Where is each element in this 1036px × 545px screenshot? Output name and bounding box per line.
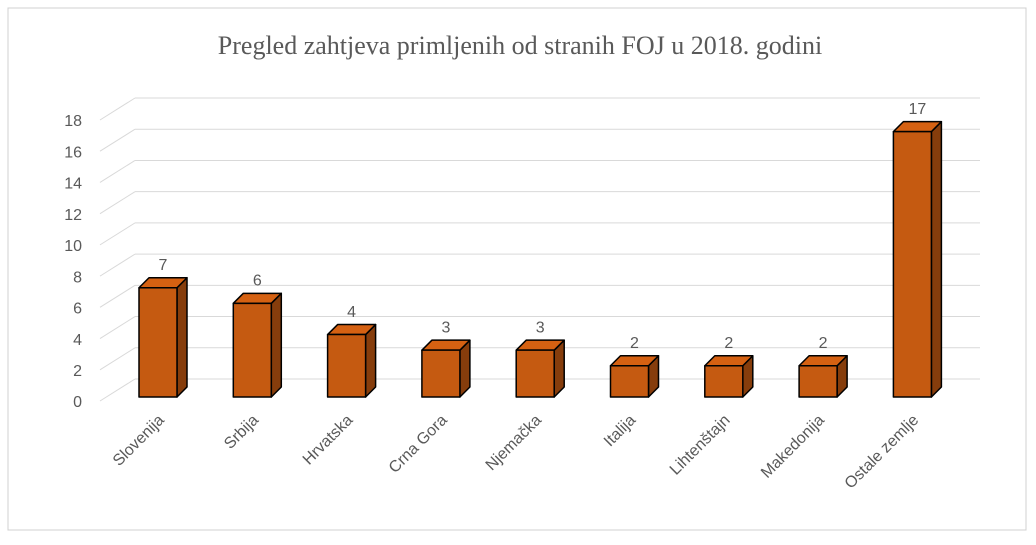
bar <box>515 339 565 398</box>
value-label: 2 <box>819 335 828 352</box>
y-tick-label: 14 <box>64 176 82 193</box>
chart-title: Pregled zahtjeva primljenih od stranih F… <box>218 31 822 60</box>
y-tick-label: 10 <box>64 238 82 255</box>
value-label: 2 <box>630 335 639 352</box>
grid-line <box>99 284 136 308</box>
bar <box>138 276 188 398</box>
y-tick-label: 6 <box>73 301 82 318</box>
bar-front <box>421 349 461 398</box>
value-label: 7 <box>159 257 168 274</box>
bar-side <box>364 323 377 398</box>
grid-line <box>99 222 136 246</box>
grid-line <box>99 316 136 339</box>
value-label: 17 <box>909 101 927 118</box>
value-label: 4 <box>347 304 356 321</box>
chart-frame <box>7 7 1027 531</box>
bar-front <box>232 302 273 398</box>
value-label: 3 <box>536 319 545 336</box>
bar <box>892 120 943 398</box>
bar <box>704 355 754 398</box>
value-label: 2 <box>724 335 733 352</box>
y-tick-label: 8 <box>73 269 82 286</box>
y-tick-label: 4 <box>73 332 82 349</box>
bar-front <box>704 365 744 398</box>
bar-front <box>609 365 650 398</box>
y-tick-label: 0 <box>73 394 82 411</box>
bar-side <box>930 120 943 398</box>
grid-line <box>99 347 136 371</box>
bar <box>326 323 377 398</box>
grid-line <box>99 128 136 152</box>
bar-front <box>326 333 367 398</box>
grid-line <box>99 191 136 215</box>
bar-front <box>798 365 838 398</box>
grid-line <box>99 253 136 277</box>
grid-line <box>99 160 136 183</box>
y-tick-label: 18 <box>64 113 82 130</box>
value-label: 6 <box>253 273 262 290</box>
y-tick-label: 16 <box>64 144 82 161</box>
bar <box>421 339 471 398</box>
value-label: 3 <box>441 319 450 336</box>
bar-front <box>515 349 555 398</box>
bar <box>609 355 660 398</box>
bar <box>798 355 848 398</box>
grid-line <box>99 378 136 402</box>
bar-front <box>138 286 178 398</box>
y-tick-label: 12 <box>64 207 82 224</box>
bar <box>232 292 283 398</box>
bar-front <box>892 130 933 398</box>
y-tick-label: 2 <box>73 363 82 380</box>
grid-line <box>99 97 136 121</box>
bar-side <box>176 276 188 398</box>
bar-side <box>270 292 283 398</box>
